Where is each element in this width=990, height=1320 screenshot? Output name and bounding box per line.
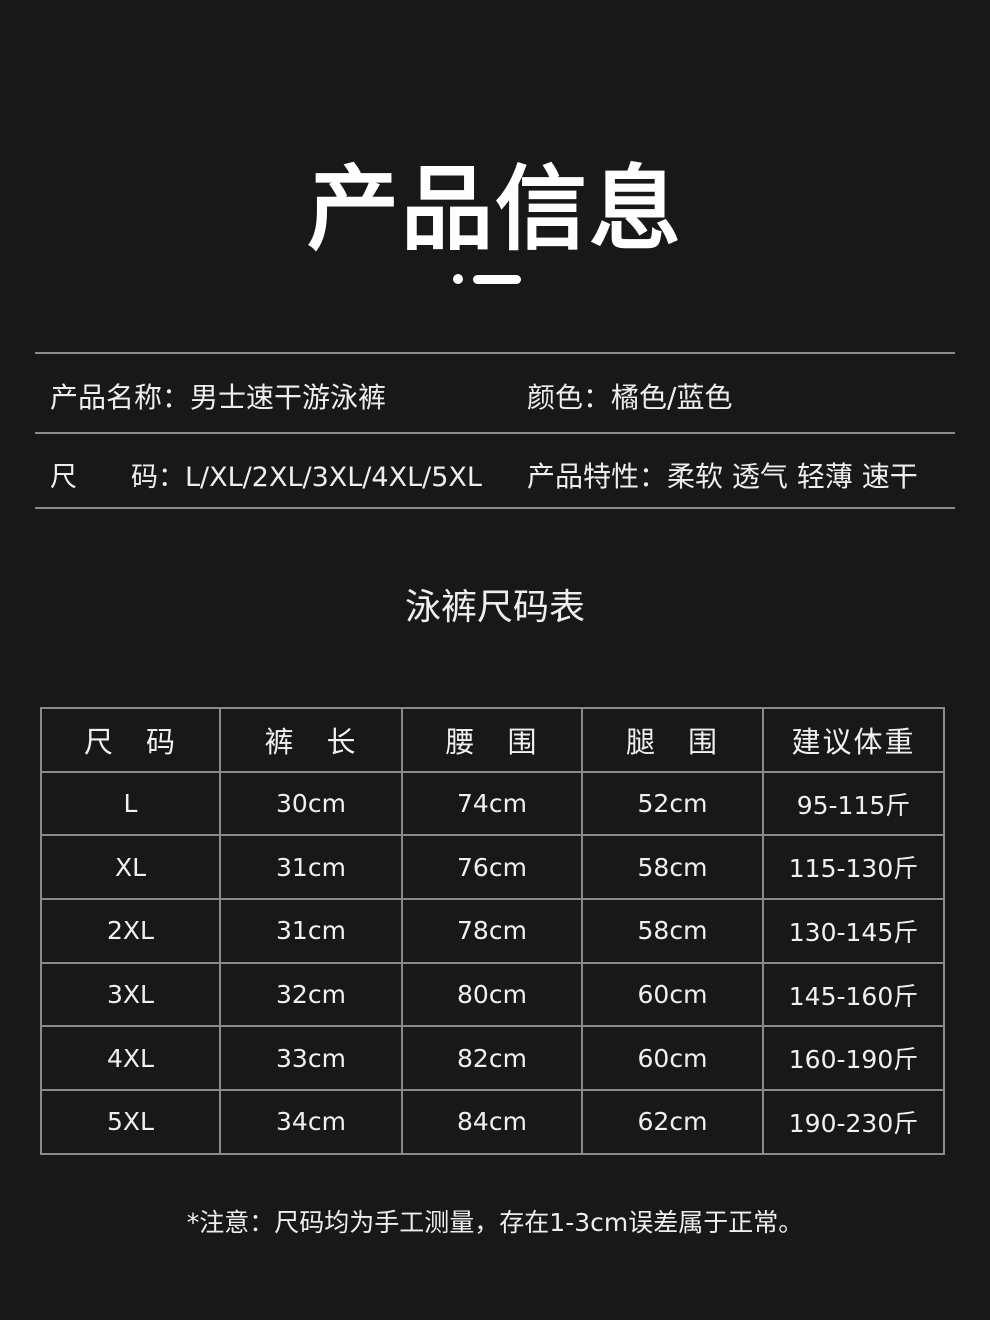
label: 产品名称： — [50, 381, 191, 414]
table-cell: 3XL — [40, 961, 221, 1028]
table-cell: 60cm — [581, 1025, 764, 1092]
table-row: L 30cm 74cm 52cm 95-115斤 — [40, 770, 945, 837]
divider — [35, 432, 955, 434]
table-cell: 80cm — [401, 961, 583, 1028]
table-cell: 33cm — [219, 1025, 403, 1092]
table-cell: 95-115斤 — [762, 770, 945, 837]
table-cell: 52cm — [581, 770, 764, 837]
table-cell: 74cm — [401, 770, 583, 837]
table-cell: 145-160斤 — [762, 961, 945, 1028]
table-cell: 34cm — [219, 1089, 403, 1155]
divider — [35, 507, 955, 509]
table-row: 3XL 32cm 80cm 60cm 145-160斤 — [40, 961, 945, 1028]
table-row: 5XL 34cm 84cm 62cm 190-230斤 — [40, 1089, 945, 1155]
header-cell: 腰 围 — [401, 707, 583, 773]
table-cell: 160-190斤 — [762, 1025, 945, 1092]
value: L/XL/2XL/3XL/4XL/5XL — [185, 462, 482, 493]
table-cell: 78cm — [401, 898, 583, 964]
table-cell: 32cm — [219, 961, 403, 1028]
table-cell: 58cm — [581, 834, 764, 901]
table-cell: 60cm — [581, 961, 764, 1028]
table-cell: 31cm — [219, 834, 403, 901]
table-cell: XL — [40, 834, 221, 901]
product-sizes: 尺 码：L/XL/2XL/3XL/4XL/5XL — [50, 455, 482, 494]
header-cell: 裤 长 — [219, 707, 403, 773]
table-row: 4XL 33cm 82cm 60cm 160-190斤 — [40, 1025, 945, 1092]
table-cell: 30cm — [219, 770, 403, 837]
value: 男士速干游泳裤 — [190, 381, 387, 414]
table-header-row: 尺 码 裤 长 腰 围 腿 围 建议体重 — [40, 707, 945, 773]
header-cell: 尺 码 — [40, 707, 221, 773]
table-cell: 190-230斤 — [762, 1089, 945, 1155]
divider — [35, 352, 955, 354]
page-title: 产品信息 — [306, 156, 683, 263]
label: 尺 码： — [50, 462, 185, 493]
table-cell: 5XL — [40, 1089, 221, 1155]
value: 柔软 透气 轻薄 速干 — [667, 460, 918, 493]
table-cell: 82cm — [401, 1025, 583, 1092]
product-color: 颜色：橘色/蓝色 — [527, 376, 732, 416]
table-row: 2XL 31cm 78cm 58cm 130-145斤 — [40, 898, 945, 964]
measurement-note: *注意：尺码均为手工测量，存在1-3cm误差属于正常。 — [186, 1208, 804, 1237]
table-cell: 130-145斤 — [762, 898, 945, 964]
decorative-dash — [473, 275, 521, 284]
product-name: 产品名称：男士速干游泳裤 — [50, 376, 386, 416]
table-row: XL 31cm 76cm 58cm 115-130斤 — [40, 834, 945, 901]
header-cell: 腿 围 — [581, 707, 764, 773]
size-chart-table: 尺 码 裤 长 腰 围 腿 围 建议体重 L 30cm 74cm 52cm 95-115… — [40, 707, 945, 1155]
product-features: 产品特性：柔软 透气 轻薄 速干 — [527, 455, 918, 495]
header-cell: 建议体重 — [762, 707, 945, 773]
table-cell: 62cm — [581, 1089, 764, 1155]
size-chart-title: 泳裤尺码表 — [404, 587, 585, 628]
table-cell: 76cm — [401, 834, 583, 901]
value: 橘色/蓝色 — [611, 381, 733, 414]
table-cell: 2XL — [40, 898, 221, 964]
table-cell: 31cm — [219, 898, 403, 964]
table-cell: 115-130斤 — [762, 834, 945, 901]
table-cell: 58cm — [581, 898, 764, 964]
table-cell: 84cm — [401, 1089, 583, 1155]
table-cell: 4XL — [40, 1025, 221, 1092]
table-cell: L — [40, 770, 221, 837]
decorative-dot — [453, 274, 463, 284]
label: 颜色： — [527, 381, 612, 414]
label: 产品特性： — [527, 460, 668, 493]
